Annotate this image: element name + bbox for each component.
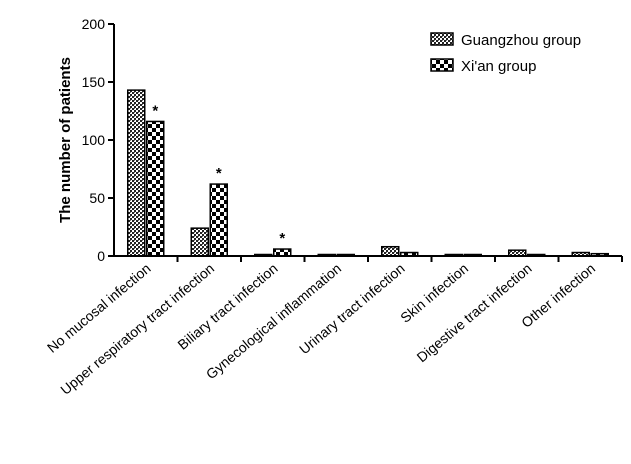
legend-label-xian: Xi'an group	[461, 58, 536, 75]
bar-xian	[209, 183, 228, 257]
significance-star: *	[216, 165, 222, 182]
annotations-group: * * *	[152, 102, 285, 247]
bars-group	[127, 89, 609, 257]
y-axis: 0 50 100 150 200	[82, 16, 115, 264]
y-tick-label: 200	[82, 16, 106, 32]
y-tick-label: 0	[97, 248, 105, 264]
x-category-label: No mucosal infection	[44, 260, 154, 356]
bar-guangzhou	[381, 245, 400, 257]
legend-label-guangzhou: Guangzhou group	[461, 32, 581, 49]
x-category-label: Digestive tract infection	[414, 260, 535, 365]
bar-xian	[273, 248, 292, 257]
legend-swatch-guangzhou	[430, 32, 454, 46]
bar-xian	[146, 120, 165, 257]
significance-star: *	[152, 102, 158, 119]
legend-swatch-xian	[430, 58, 454, 72]
legend: Guangzhou group Xi'an group	[430, 32, 581, 75]
y-tick-label: 150	[82, 74, 106, 90]
bar-guangzhou	[127, 89, 146, 257]
y-tick-label: 50	[89, 190, 105, 206]
bar-guangzhou	[190, 227, 209, 257]
y-tick-label: 100	[82, 132, 106, 148]
y-axis-title: The number of patients	[57, 57, 74, 223]
x-category-label: Gynecological inflammation	[203, 260, 344, 382]
significance-star: *	[279, 230, 285, 247]
x-category-label: Urinary tract infection	[296, 260, 408, 357]
